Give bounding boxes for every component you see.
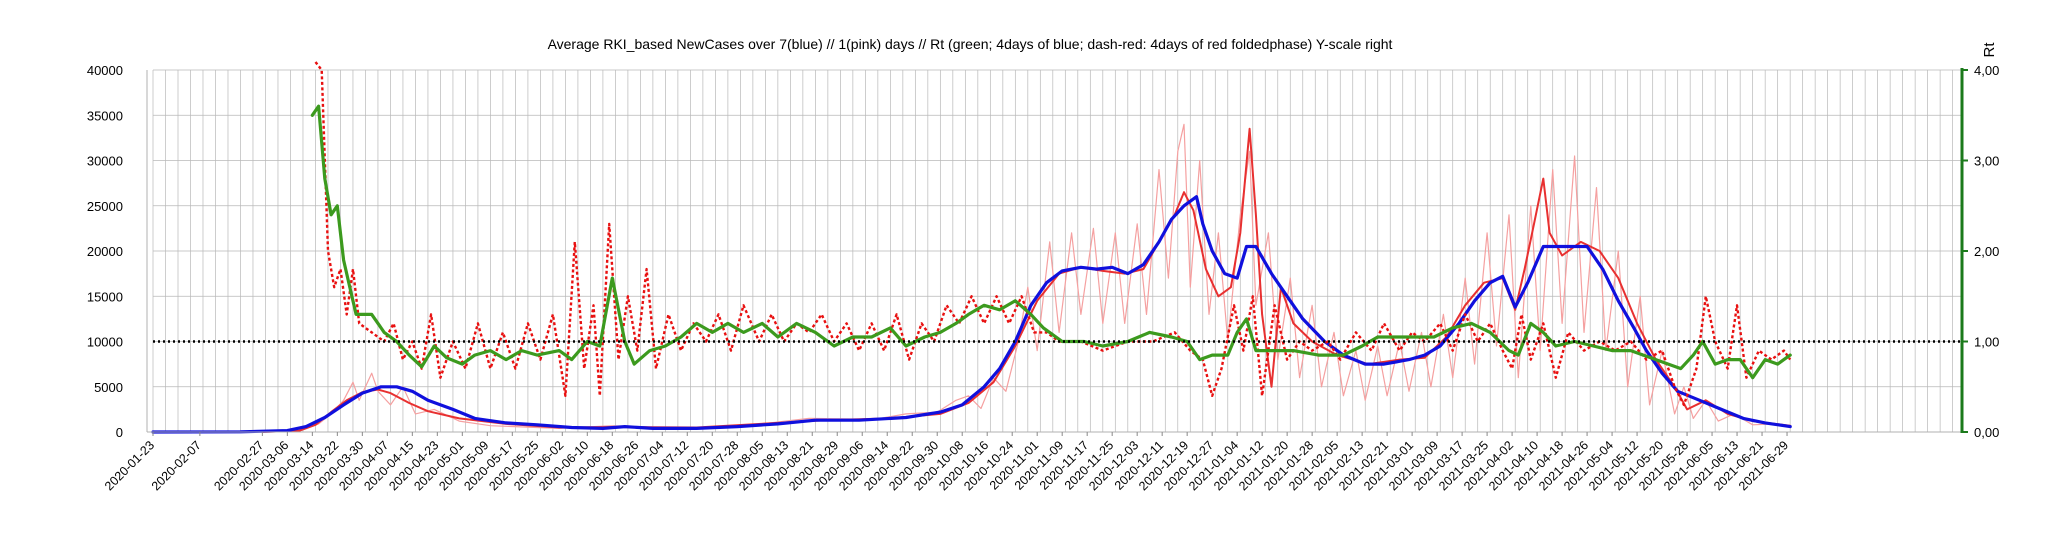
y-left-tick-label: 20000 [87,244,123,259]
y-right-tick-label: 2,00 [1974,244,1999,259]
y-left-tick-label: 40000 [87,63,123,78]
chart-title: Average RKI_based NewCases over 7(blue) … [548,36,1393,52]
y-left-tick-label: 15000 [87,289,123,304]
y-left-tick-label: 30000 [87,154,123,169]
series-layer [151,61,1792,434]
y-right-tick-label: 4,00 [1974,63,1999,78]
series-line-4 [310,104,1792,380]
y-left-tick-label: 25000 [87,199,123,214]
y-left-tick-label: 5000 [94,380,123,395]
right-axis-label: Rt [1981,42,1998,58]
y-left-tick-label: 35000 [87,108,123,123]
y-right-tick-label: 0,00 [1974,425,1999,440]
y-left-tick-label: 10000 [87,335,123,350]
y-right-tick-label: 3,00 [1974,154,1999,169]
y-right-tick-label: 1,00 [1974,335,1999,350]
series-line-2 [151,195,1792,434]
y-left-tick-label: 0 [116,425,123,440]
